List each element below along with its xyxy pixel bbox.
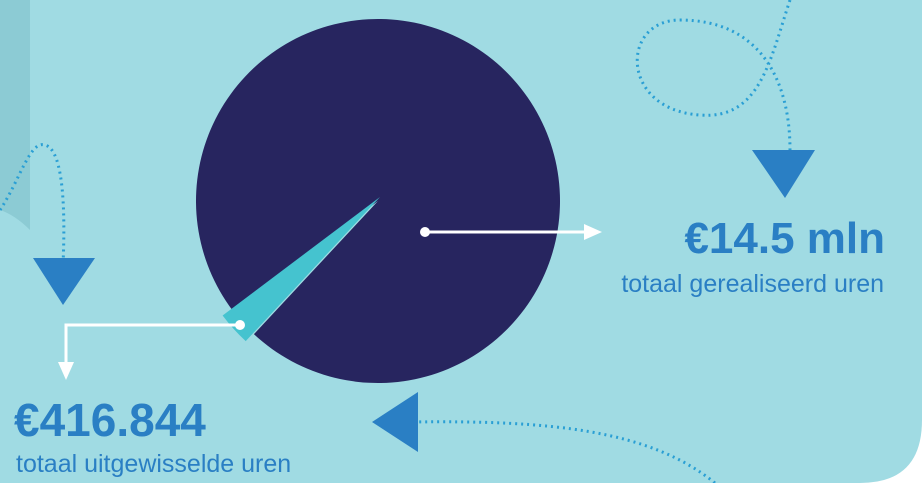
category-label: totaal uitgewisselde uren — [16, 450, 291, 478]
side-panel — [0, 0, 30, 230]
category-label: totaal gerealiseerd uren — [621, 270, 884, 298]
pie-slice — [195, 18, 561, 384]
value-label: €416.844 — [14, 394, 206, 446]
leader-heads — [58, 224, 602, 380]
pie-slice — [222, 197, 380, 342]
decorative-dots — [0, 0, 792, 483]
pie — [195, 18, 561, 384]
leader-lines — [64, 230, 588, 365]
decorative-arrows — [33, 150, 815, 452]
value-label: €14.5 mln — [684, 214, 885, 263]
